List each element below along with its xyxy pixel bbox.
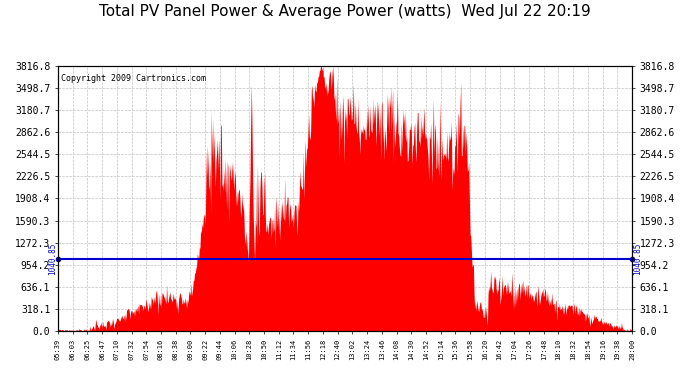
Text: 1040.85: 1040.85 bbox=[48, 243, 57, 275]
Text: 1040.85: 1040.85 bbox=[633, 243, 642, 275]
Text: Total PV Panel Power & Average Power (watts)  Wed Jul 22 20:19: Total PV Panel Power & Average Power (wa… bbox=[99, 4, 591, 19]
Text: Copyright 2009 Cartronics.com: Copyright 2009 Cartronics.com bbox=[61, 74, 206, 83]
